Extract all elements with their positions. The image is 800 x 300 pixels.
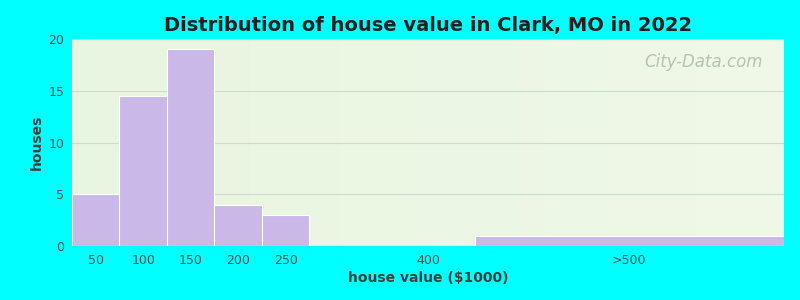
Bar bbox=[475, 236, 784, 246]
X-axis label: house value ($1000): house value ($1000) bbox=[348, 271, 508, 285]
Y-axis label: houses: houses bbox=[30, 115, 44, 170]
Title: Distribution of house value in Clark, MO in 2022: Distribution of house value in Clark, MO… bbox=[164, 16, 692, 35]
Bar bbox=[262, 215, 310, 246]
Bar bbox=[214, 205, 262, 246]
Bar bbox=[119, 96, 167, 246]
Bar bbox=[167, 50, 214, 246]
Text: City-Data.com: City-Data.com bbox=[644, 53, 762, 71]
Bar bbox=[72, 194, 119, 246]
